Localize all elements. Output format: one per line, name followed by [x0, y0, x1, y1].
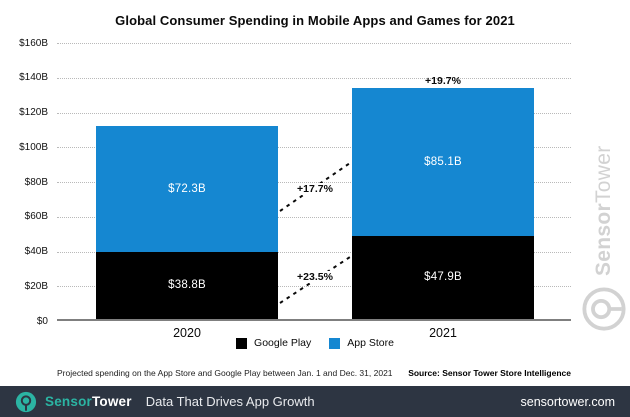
y-axis-tick-label: $60B [24, 211, 48, 223]
plot-area: $72.3B $38.8B $85.1B $47.9B +19.7% +17.7% +23.… [57, 43, 571, 321]
segment-google-play-2020: $38.8B [96, 251, 278, 319]
bar-2020: $72.3B $38.8B [96, 125, 278, 319]
watermark-text: SensorTower [592, 145, 616, 276]
legend: Google Play App Store [0, 337, 630, 349]
sensor-tower-logo-icon [582, 287, 626, 331]
y-axis-tick-label: $120B [19, 107, 48, 118]
segment-growth-label-google-play: +23.5% [278, 271, 352, 283]
total-growth-label: +19.7% [425, 74, 461, 87]
banner-brand-sensor: Sensor [45, 394, 92, 409]
y-axis-tick-label: $160B [19, 37, 48, 49]
x-axis-label-2021: 2021 [429, 326, 457, 340]
legend-swatch [236, 337, 248, 349]
segment-value-label: $38.8B [168, 279, 206, 292]
segment-app-store-2020: $72.3B [96, 125, 278, 252]
segment-value-label: $72.3B [168, 182, 206, 195]
legend-label: Google Play [254, 337, 312, 349]
banner-brand: SensorTower [15, 391, 132, 413]
segment-google-play-2021: $47.9B [352, 235, 534, 319]
segment-growth-label-app-store: +17.7% [278, 183, 352, 195]
y-axis-tick-label: $100B [19, 141, 48, 153]
y-axis-tick-label: $0 [36, 315, 48, 327]
y-axis-tick-label: $140B [19, 72, 48, 84]
gridline [57, 112, 571, 114]
chart-title: Global Consumer Spending in Mobile Apps … [115, 13, 515, 28]
y-axis-tick-label: $80B [24, 176, 48, 188]
legend-swatch [329, 337, 341, 349]
footer-banner: SensorTower Data That Drives App Growth … [0, 386, 630, 417]
y-axis-tick-label: $40B [24, 246, 48, 257]
watermark-sensor: Sensor [592, 203, 615, 276]
banner-tagline: Data That Drives App Growth [145, 394, 315, 409]
bar-2021: $85.1B $47.9B [352, 87, 534, 319]
legend-item-google-play: Google Play [236, 337, 311, 349]
legend-label: App Store [347, 337, 394, 349]
sensor-tower-badge-icon [15, 391, 37, 412]
segment-app-store-2021: $85.1B [352, 87, 534, 236]
banner-brand-tower: Tower [91, 394, 132, 409]
y-axis-tick-label: $20B [24, 280, 48, 292]
gridline [57, 77, 571, 79]
legend-item-app-store: App Store [329, 337, 394, 349]
footnote-row: Projected spending on the App Store and … [57, 368, 571, 378]
gridline [57, 216, 571, 218]
segment-value-label: $47.9B [424, 271, 462, 284]
x-axis-label-2020: 2020 [173, 326, 201, 340]
watermark-tower: Tower [592, 145, 615, 203]
sensor-tower-watermark: SensorTower [580, 60, 628, 332]
gridline [57, 147, 571, 149]
footnote: Projected spending on the App Store and … [57, 368, 393, 378]
gridline [57, 43, 571, 44]
gridline [57, 251, 571, 253]
source-credit: Source: Sensor Tower Store Intelligence [408, 368, 571, 378]
banner-brand-text: SensorTower [45, 394, 132, 409]
segment-value-label: $85.1B [424, 155, 462, 168]
banner-website: sensortower.com [520, 394, 615, 409]
